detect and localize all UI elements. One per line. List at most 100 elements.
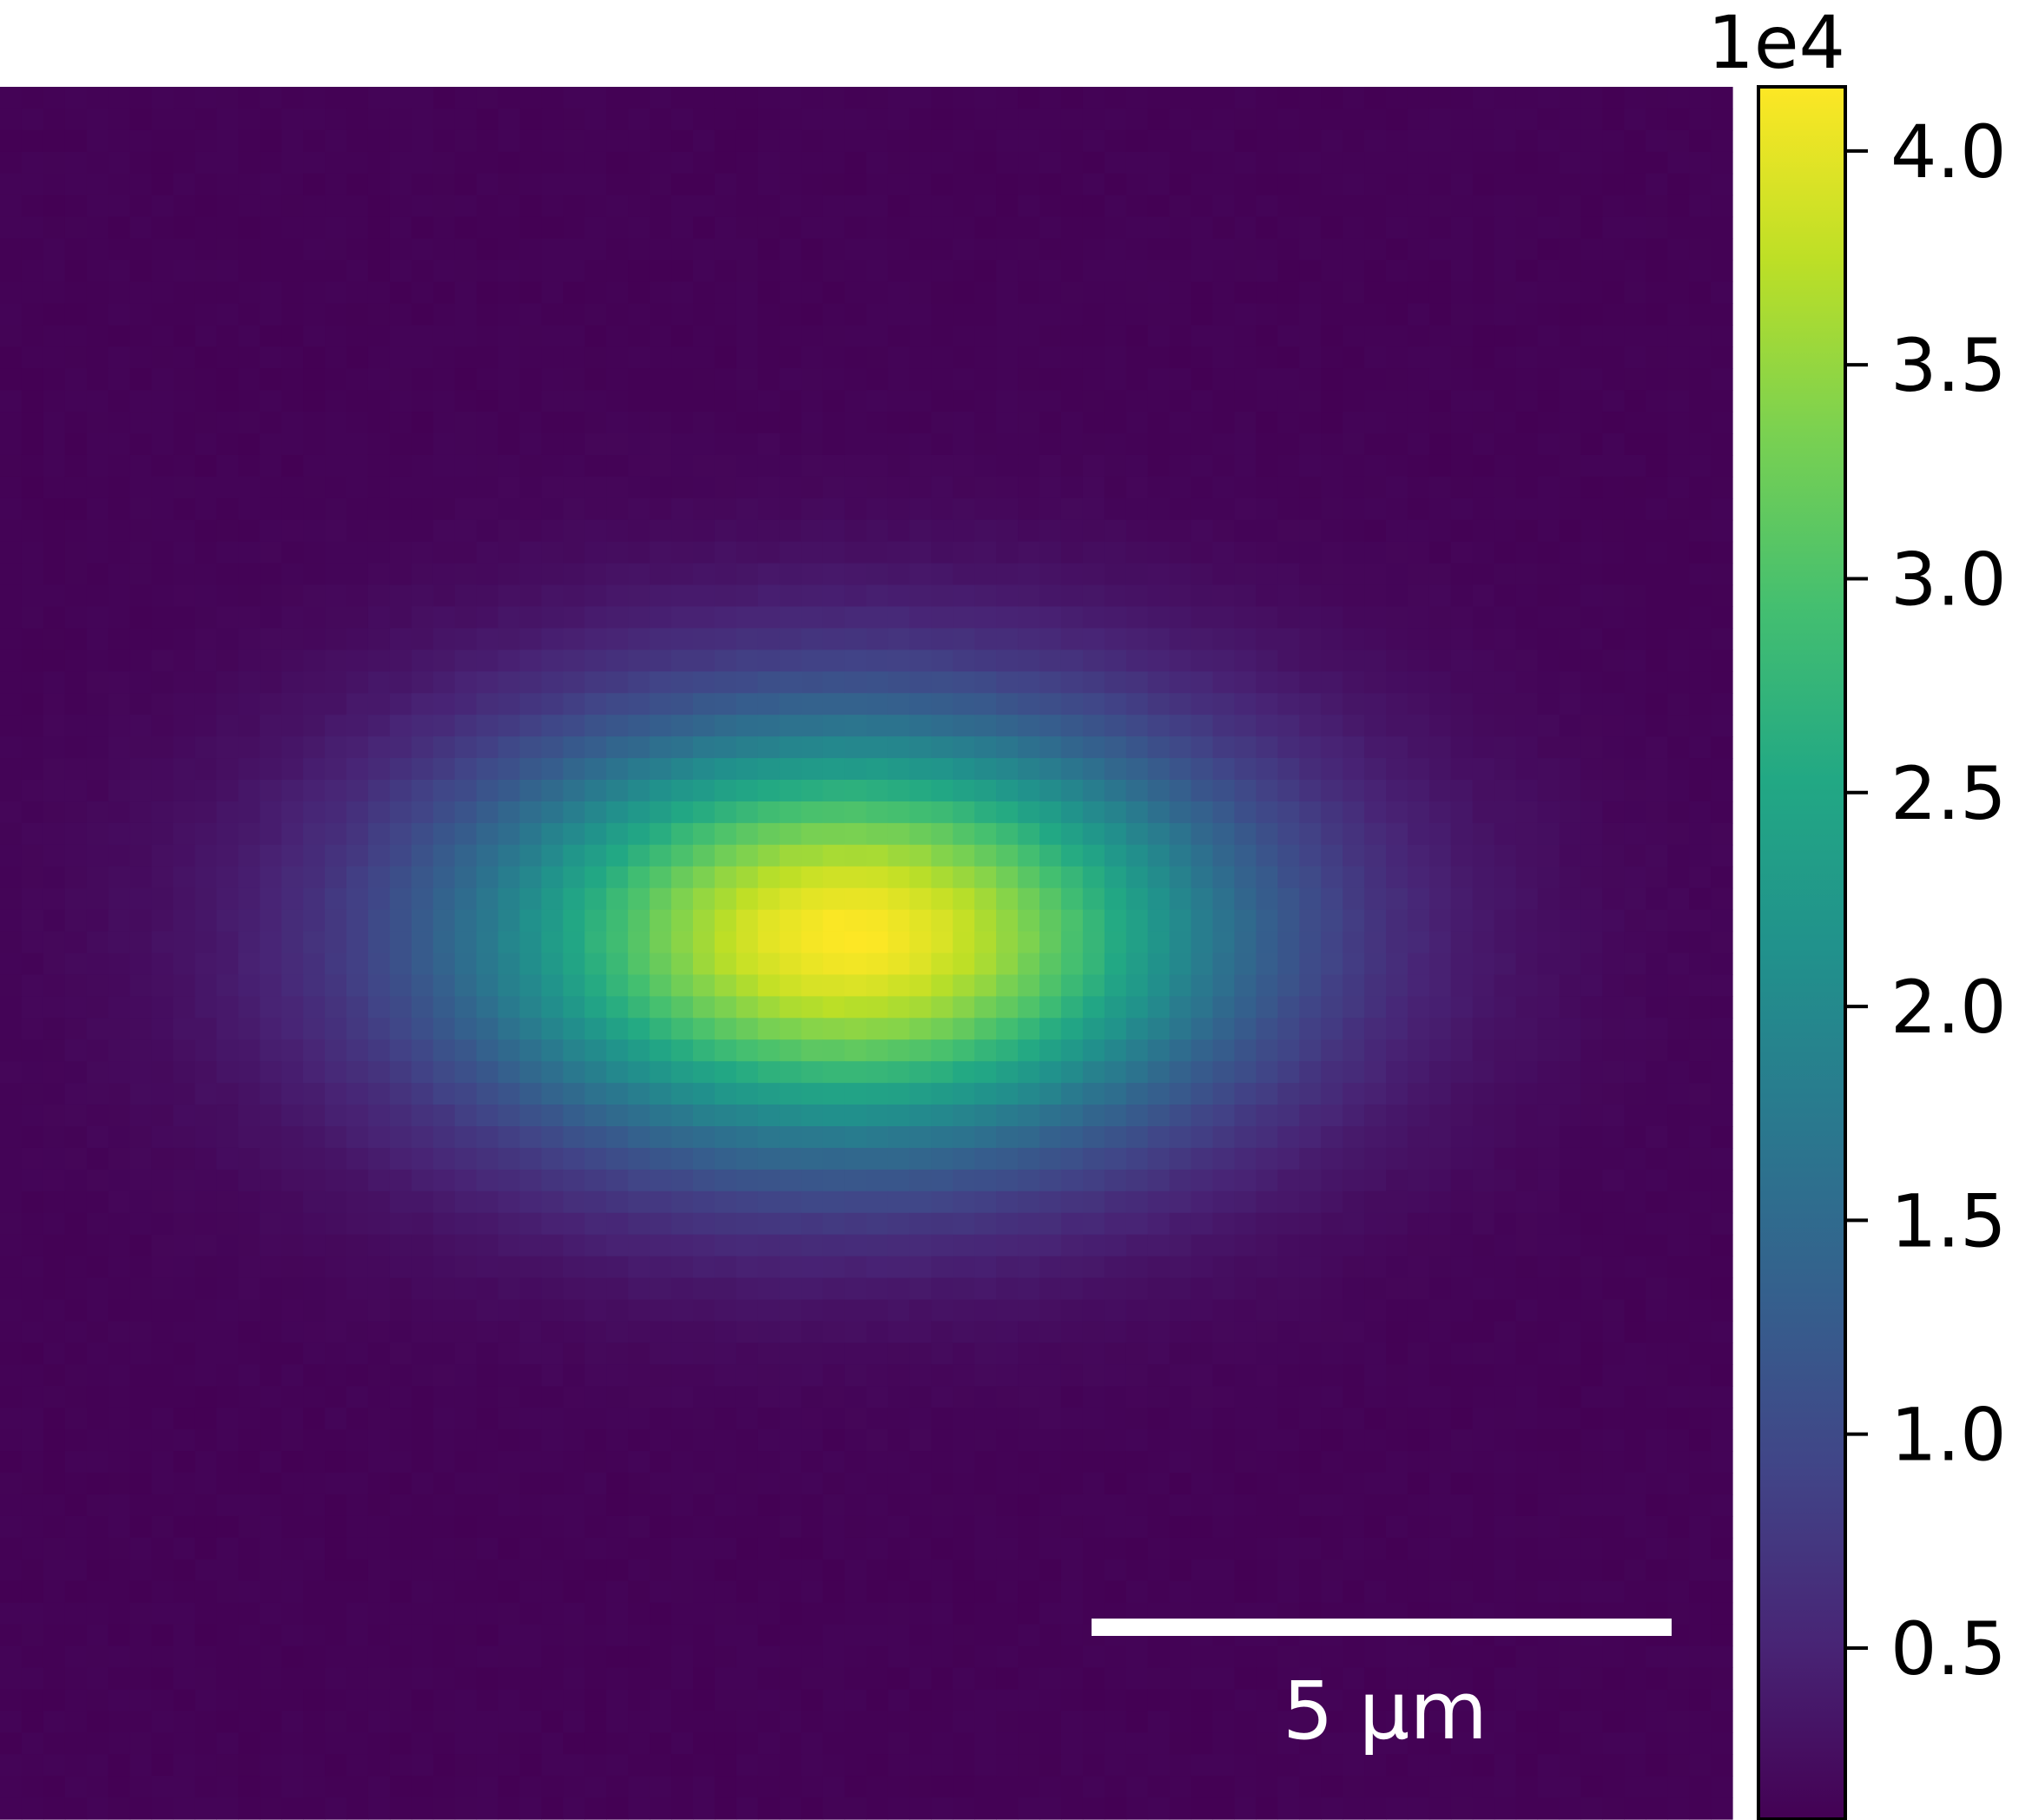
heatmap-cell	[1386, 151, 1409, 175]
heatmap-cell	[736, 1342, 759, 1365]
heatmap-cell	[974, 801, 997, 824]
heatmap-cell	[822, 953, 846, 976]
heatmap-cell	[1559, 1321, 1582, 1343]
heatmap-cell	[1277, 628, 1300, 650]
heatmap-cell	[541, 303, 564, 326]
heatmap-cell	[822, 1234, 846, 1257]
heatmap-cell	[1147, 281, 1171, 304]
heatmap-cell	[1060, 151, 1084, 175]
heatmap-cell	[1428, 715, 1452, 737]
heatmap-cell	[1018, 844, 1040, 867]
heatmap-cell	[411, 909, 434, 933]
heatmap-cell	[346, 541, 369, 564]
heatmap-cell	[1125, 1061, 1149, 1084]
heatmap-cell	[1537, 1277, 1560, 1301]
heatmap-cell	[1711, 650, 1733, 672]
heatmap-cell	[260, 260, 282, 283]
heatmap-cell	[974, 909, 997, 933]
heatmap-cell	[216, 1342, 239, 1365]
heatmap-cell	[844, 996, 868, 1019]
heatmap-cell	[129, 1386, 153, 1408]
heatmap-cell	[43, 650, 66, 672]
heatmap-cell	[303, 1256, 326, 1279]
heatmap-cell	[64, 1429, 88, 1452]
heatmap-cell	[1104, 563, 1127, 586]
heatmap-cell	[454, 1147, 478, 1170]
heatmap-cell	[1559, 108, 1582, 131]
heatmap-cell	[21, 1212, 44, 1236]
heatmap-cell	[628, 1429, 650, 1452]
heatmap-cell	[519, 87, 543, 109]
heatmap-cell	[866, 1126, 889, 1149]
heatmap-cell	[1515, 216, 1539, 240]
heatmap-cell	[1602, 801, 1625, 824]
heatmap-cell	[21, 1169, 44, 1192]
heatmap-cell	[909, 628, 932, 650]
heatmap-cell	[346, 433, 369, 456]
heatmap-cell	[1580, 1105, 1603, 1127]
heatmap-cell	[216, 693, 239, 715]
heatmap-cell	[736, 1429, 759, 1452]
heatmap-cell	[801, 1039, 824, 1062]
heatmap-cell	[411, 281, 434, 304]
heatmap-cell	[151, 1105, 175, 1127]
heatmap-cell	[757, 844, 781, 867]
heatmap-cell	[1450, 325, 1474, 347]
heatmap-cell	[1018, 1061, 1040, 1084]
heatmap-cell	[909, 303, 932, 326]
heatmap-cell	[303, 909, 326, 933]
heatmap-cell	[432, 1083, 456, 1105]
heatmap-cell	[1212, 584, 1236, 608]
heatmap-cell	[866, 303, 889, 326]
heatmap-cell	[1191, 758, 1214, 781]
heatmap-cell	[1212, 866, 1236, 889]
heatmap-cell	[498, 129, 521, 153]
heatmap-cell	[1537, 108, 1560, 131]
heatmap-cell	[541, 390, 564, 412]
heatmap-cell	[541, 541, 564, 564]
heatmap-cell	[1494, 108, 1517, 131]
heatmap-cell	[1494, 87, 1517, 109]
heatmap-cell	[281, 1212, 304, 1236]
heatmap-cell	[693, 1277, 716, 1301]
heatmap-cell	[389, 325, 412, 347]
heatmap-cell	[1060, 1147, 1084, 1170]
heatmap-cell	[86, 1342, 109, 1365]
heatmap-cell	[1646, 1039, 1668, 1062]
heatmap-cell	[909, 1083, 932, 1105]
heatmap-cell	[0, 1083, 23, 1105]
heatmap-cell	[822, 1386, 846, 1408]
heatmap-cell	[260, 476, 282, 499]
heatmap-cell	[757, 1169, 781, 1192]
heatmap-cell	[628, 1299, 650, 1322]
heatmap-cell	[1191, 412, 1214, 434]
heatmap-cell	[0, 758, 23, 781]
heatmap-cell	[346, 1105, 369, 1127]
heatmap-cell	[1299, 433, 1322, 456]
heatmap-cell	[411, 216, 434, 240]
heatmap-cell	[584, 1018, 607, 1040]
heatmap-cell	[1169, 844, 1192, 867]
heatmap-cell	[1494, 433, 1517, 456]
heatmap-cell	[64, 1234, 88, 1257]
heatmap-cell	[953, 368, 975, 391]
heatmap-cell	[650, 822, 672, 846]
heatmap-cell	[1711, 1212, 1733, 1236]
heatmap-cell	[1559, 1256, 1582, 1279]
heatmap-cell	[1169, 1321, 1192, 1343]
heatmap-cell	[1104, 715, 1127, 737]
heatmap-cell	[260, 1234, 282, 1257]
heatmap-cell	[1559, 671, 1582, 694]
heatmap-cell	[1689, 1190, 1712, 1214]
heatmap-cell	[1689, 390, 1712, 412]
heatmap-cell	[519, 173, 543, 196]
heatmap-cell	[0, 260, 23, 283]
heatmap-cell	[1515, 563, 1539, 586]
heatmap-cell	[1537, 671, 1560, 694]
heatmap-cell	[1212, 151, 1236, 175]
heatmap-cell	[151, 498, 175, 521]
heatmap-cell	[1472, 671, 1495, 694]
heatmap-cell	[693, 238, 716, 261]
heatmap-cell	[1472, 346, 1495, 369]
heatmap-cell	[1667, 238, 1690, 261]
